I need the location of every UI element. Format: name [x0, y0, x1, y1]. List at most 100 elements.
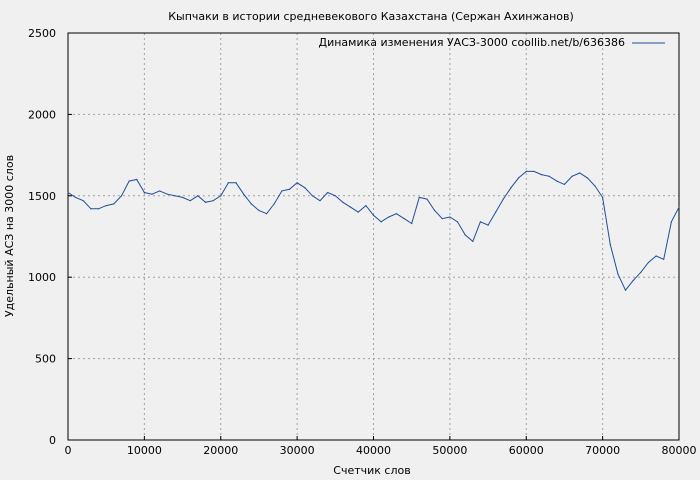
data-point — [334, 195, 336, 197]
data-point — [235, 182, 237, 184]
y-tick-label: 0 — [49, 434, 56, 447]
data-point — [395, 213, 398, 215]
data-point — [151, 193, 153, 195]
x-tick-label: 40000 — [356, 444, 391, 457]
data-point — [579, 172, 581, 174]
data-point — [472, 240, 474, 242]
data-point — [456, 221, 459, 223]
data-point — [197, 195, 199, 197]
axes: 0 10000 20000 30000 40000 50000 60000 70000 8000… — [28, 27, 697, 457]
chart-title: Кыпчаки в истории средневекового Казахст… — [168, 10, 574, 23]
y-tick-label: 1000 — [28, 271, 56, 284]
data-point — [250, 203, 252, 205]
data-point — [159, 190, 161, 192]
legend-label: Динамика изменения УАСЗ-3000 coollib.net… — [319, 36, 626, 49]
x-tick-label: 20000 — [203, 444, 238, 457]
x-tick-label: 10000 — [127, 444, 162, 457]
data-point — [609, 244, 611, 246]
y-tick-label: 2000 — [28, 108, 56, 121]
data-point — [90, 208, 92, 210]
data-point — [540, 174, 543, 176]
data-point — [556, 180, 558, 182]
data-point — [128, 180, 130, 182]
data-point — [426, 198, 428, 200]
data-point — [204, 201, 207, 203]
y-tick-label: 1500 — [28, 190, 56, 203]
data-point — [273, 203, 275, 205]
x-tick-label: 0 — [65, 444, 72, 457]
x-tick-label: 60000 — [509, 444, 544, 457]
data-point — [670, 221, 672, 223]
data-point — [311, 195, 313, 197]
data-point — [388, 216, 390, 218]
data-point — [258, 209, 260, 212]
data-point — [655, 255, 657, 257]
data-point — [434, 209, 436, 212]
data-point — [502, 198, 504, 200]
data-point — [288, 188, 291, 190]
data-point — [327, 191, 329, 194]
data-point — [136, 178, 138, 181]
data-point — [617, 273, 619, 275]
y-axis-label: Удельный АСЗ на 3000 слов — [3, 155, 16, 317]
x-tick-label: 70000 — [585, 444, 620, 457]
data-point — [304, 187, 306, 189]
data-point — [357, 211, 359, 213]
data-point — [281, 190, 283, 192]
data-point — [342, 201, 344, 203]
y-tick-label: 2500 — [28, 27, 56, 40]
data-point — [510, 187, 512, 189]
data-point — [319, 200, 321, 202]
data-point — [265, 213, 268, 215]
data-point — [296, 182, 298, 184]
data-point — [464, 234, 466, 236]
data-point — [105, 204, 107, 207]
data-point — [495, 211, 497, 213]
data-point — [586, 177, 588, 179]
data-point — [380, 221, 382, 223]
data-point — [349, 206, 352, 208]
data-point — [365, 204, 367, 207]
data-point — [403, 217, 405, 220]
data-point — [647, 261, 650, 264]
data-point — [663, 258, 665, 260]
legend: Динамика изменения УАСЗ-3000 coollib.net… — [319, 36, 665, 49]
x-tick-label: 80000 — [662, 444, 697, 457]
data-point — [67, 191, 69, 194]
data-point — [418, 196, 420, 199]
data-point — [227, 182, 229, 184]
data-point — [243, 193, 245, 195]
data-point — [372, 214, 375, 216]
data-point — [594, 185, 596, 187]
data-point — [441, 217, 443, 220]
x-axis-label: Счетчик слов — [333, 464, 410, 477]
data-point — [113, 203, 115, 205]
data-point — [212, 200, 214, 202]
data-point — [548, 175, 550, 177]
data-point — [640, 271, 642, 273]
data-point — [75, 196, 77, 199]
data-point — [571, 175, 573, 177]
data-point — [411, 222, 413, 225]
data-point — [678, 206, 680, 208]
data-point — [533, 170, 535, 172]
data-point — [166, 193, 168, 195]
data-point — [181, 196, 184, 199]
series-layer — [67, 170, 680, 292]
data-point — [82, 200, 84, 202]
data-point — [624, 289, 627, 291]
data-point — [449, 216, 451, 218]
data-point — [479, 221, 482, 223]
y-tick-label: 500 — [35, 353, 56, 366]
data-point — [97, 208, 100, 210]
data-point — [487, 224, 489, 226]
grid — [68, 33, 679, 440]
data-point — [120, 195, 123, 197]
x-tick-label: 30000 — [280, 444, 315, 457]
x-tick-label: 50000 — [432, 444, 467, 457]
data-point — [143, 191, 145, 194]
data-point — [174, 195, 176, 197]
data-point — [632, 279, 634, 282]
data-point — [518, 177, 520, 179]
